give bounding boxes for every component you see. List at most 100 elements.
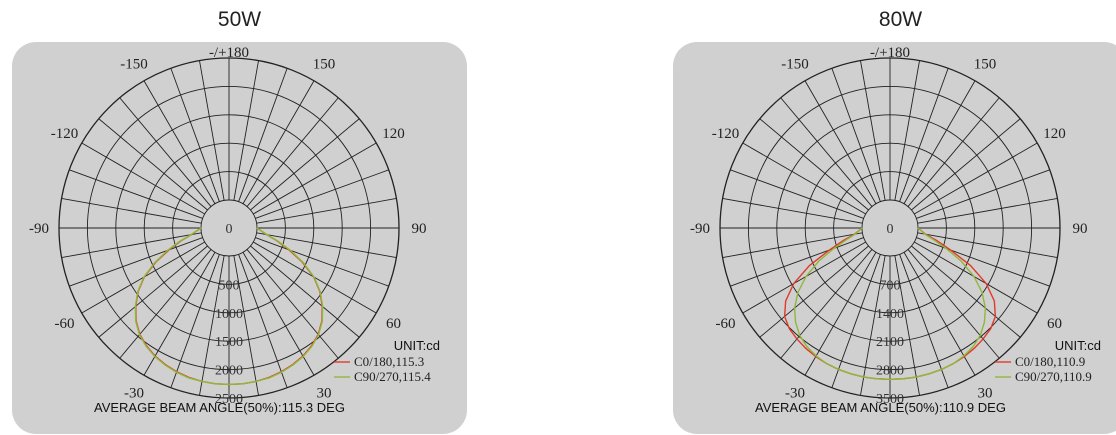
grid-spoke [804,252,877,376]
grid-spoke [246,249,339,359]
grid-spoke [81,142,205,215]
beam-angle-label: AVERAGE BEAM ANGLE(50%):110.9 DEG [755,400,1006,415]
legend-entry: C0/180,115.3 [354,354,424,369]
angle-tick-label: 60 [1047,316,1062,332]
series-curve-c90-270 [134,227,324,386]
radial-tick-label: 1500 [215,335,243,350]
radial-tick-label: 2500 [215,392,243,407]
legend-entry: C90/270,115.4 [354,369,431,384]
grid-spoke [170,254,220,388]
grid-spoke [61,198,202,224]
grid-spoke [730,169,864,219]
grid-spoke [780,97,873,207]
series-curve-c90-270 [793,227,987,381]
grid-spoke [860,255,886,396]
angle-tick-label: -120 [712,126,740,142]
grid-spoke [143,252,216,376]
grid-spoke [804,80,877,204]
grid-spoke [238,254,288,388]
angle-tick-label: -30 [785,386,805,402]
radial-tick-label: 500 [219,278,240,293]
angle-tick-label: 30 [317,386,332,402]
polar-chart-80w: 80W -/+180 150 120 90 60 30 -30 -60 -90 -120 -150 0… [673,0,1116,435]
grid-spoke [911,118,1021,211]
angle-tick-label: 120 [382,126,405,142]
radial-tick-label: 2100 [876,335,904,350]
grid-spoke [61,232,202,258]
radial-tick-label: 1000 [215,307,243,322]
grid-spoke [894,255,920,396]
polar-grid [719,57,1061,399]
polar-plot: -/+180 150 120 90 60 30 -30 -60 -90 -120 -150 0 700 1… [690,45,1101,415]
grid-spoke [98,245,208,338]
angle-tick-label: 150 [974,56,997,72]
angle-tick-label: -60 [715,316,735,332]
grid-spoke [917,232,1058,258]
grid-spoke [238,68,288,202]
polar-chart-50w: 50W -/+180 150 120 90 60 30 -30 -60 -90 -120 -150 0… [12,0,467,435]
grid-spoke [759,118,869,211]
angle-tick-label: -30 [124,386,144,402]
grid-spoke [894,60,920,201]
grid-spoke [911,245,1021,338]
angle-tick-label: -/+180 [209,45,249,61]
angle-tick-label: 150 [313,56,336,72]
grid-spoke [759,245,869,338]
angle-tick-label: -150 [120,56,148,72]
grid-spoke [250,118,360,211]
radial-tick-label: 0 [887,222,894,237]
grid-spoke [903,80,976,204]
radial-tick-label: 0 [226,222,233,237]
grid-spoke [899,254,949,388]
grid-spoke [742,142,866,215]
grid-spoke [246,97,339,207]
grid-spoke [170,68,220,202]
angle-tick-label: 90 [412,221,427,237]
angle-tick-label: 120 [1043,126,1066,142]
grid-spoke [69,237,203,287]
radial-tick-label: 2800 [876,364,904,379]
grid-spoke [899,68,949,202]
grid-spoke [98,118,208,211]
radial-tick-label: 700 [880,278,901,293]
angle-tick-label: -150 [781,56,809,72]
grid-spoke [143,80,216,204]
grid-spoke [831,68,881,202]
angle-tick-label: -/+180 [870,45,910,61]
radial-tick-label: 2000 [215,364,243,379]
polar-plot: -/+180 150 120 90 60 30 -30 -60 -90 -120 -150 0 500 1… [29,45,440,415]
grid-spoke [242,252,315,376]
grid-spoke [255,237,389,287]
unit-label: UNIT:cd [1055,338,1101,353]
grid-spoke [69,169,203,219]
grid-spoke [233,255,259,396]
angle-tick-label: 90 [1073,221,1088,237]
angle-tick-label: -60 [54,316,74,332]
unit-label: UNIT:cd [394,338,440,353]
grid-spoke [916,169,1050,219]
grid-spoke [831,254,881,388]
grid-spoke [907,249,1000,359]
chart-title: 80W [878,8,923,31]
grid-spoke [119,249,212,359]
grid-spoke [914,142,1038,215]
polar-grid [58,57,400,399]
grid-spoke [256,232,397,258]
grid-spoke [722,232,863,258]
grid-spoke [199,60,225,201]
angle-tick-label: -90 [29,221,49,237]
grid-spoke [233,60,259,201]
grid-spoke [860,60,886,201]
grid-spoke [722,198,863,224]
angle-tick-label: 60 [386,316,401,332]
angle-tick-label: 30 [978,386,993,402]
grid-spoke [730,237,864,287]
grid-spoke [242,80,315,204]
angle-tick-label: -90 [690,221,710,237]
beam-angle-label: AVERAGE BEAM ANGLE(50%):115.3 DEG [94,400,345,415]
grid-spoke [255,169,389,219]
grid-spoke [253,142,377,215]
legend-entry: C90/270,110.9 [1015,369,1092,384]
grid-spoke [199,255,225,396]
radial-tick-label: 3500 [876,392,904,407]
